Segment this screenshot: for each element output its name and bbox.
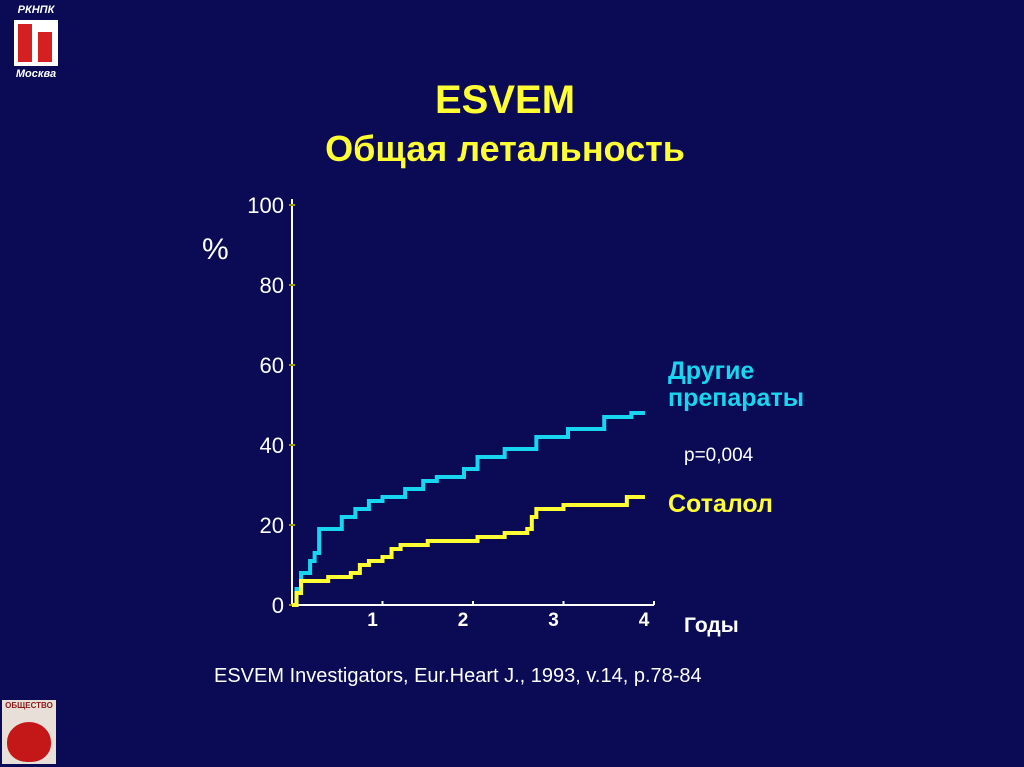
y-tick-label: 0 (272, 593, 284, 618)
y-tick-label: 20 (260, 513, 284, 538)
x-axis-label: Годы (684, 614, 739, 637)
legend-other-drugs: Другие препараты (668, 358, 804, 412)
x-tick-label: 2 (458, 610, 469, 631)
p-value: p=0,004 (684, 445, 754, 466)
title-line-1: ESVEM (434, 78, 576, 122)
x-tick-label: 1 (367, 610, 378, 631)
rknpk-logo-icon (14, 20, 58, 66)
logo-top-text: РКНПК (17, 4, 55, 16)
x-tick-label: 4 (639, 610, 650, 631)
logo-bottom-text: Москва (15, 68, 57, 80)
legend-other-line2: препараты (668, 384, 805, 412)
heart-icon (7, 722, 51, 762)
legend-other-line1: Другие (668, 357, 755, 385)
y-tick-label: 100 (247, 193, 284, 218)
society-logo-text: ОБЩЕСТВО (5, 701, 53, 710)
y-tick-label: 60 (260, 353, 284, 378)
y-tick-label: 80 (260, 273, 284, 298)
society-logo-icon: ОБЩЕСТВО (2, 700, 56, 764)
x-tick-label: 3 (548, 610, 559, 631)
series-line-other-drugs (292, 411, 645, 607)
citation: ESVEM Investigators, Eur.Heart J., 1993,… (214, 665, 702, 687)
y-tick-label: 40 (260, 433, 284, 458)
title-line-2: Общая летальность (325, 128, 685, 169)
legend-sotalol: Соталол (668, 490, 773, 518)
y-unit-label: % (202, 233, 229, 266)
series-line-sotalol (292, 495, 645, 607)
